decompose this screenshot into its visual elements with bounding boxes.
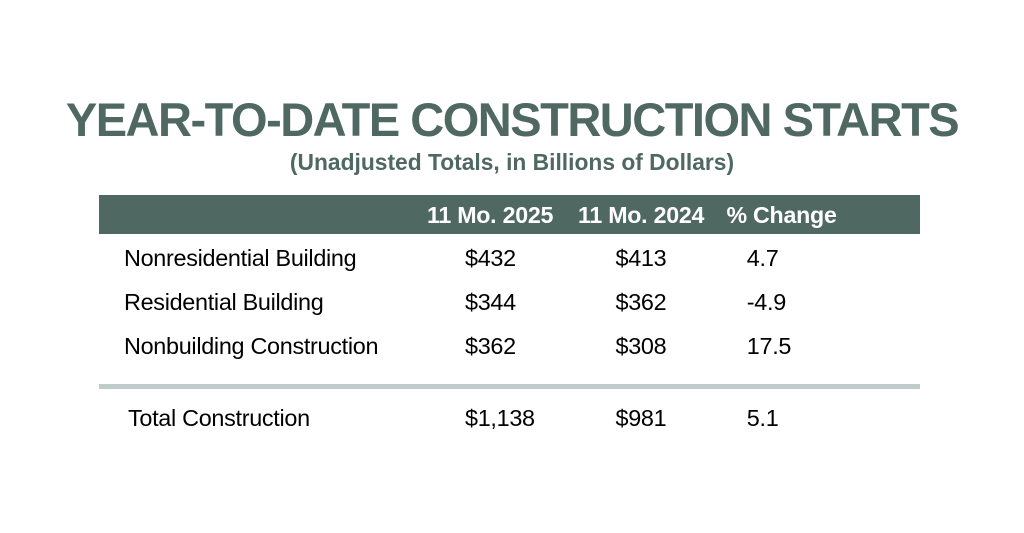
column-header-2024: 11 Mo. 2024 xyxy=(578,201,705,228)
column-header-change: % Change xyxy=(726,201,837,228)
column-header-2025: 11 Mo. 2025 xyxy=(427,201,554,228)
row-label-nonbuilding: Nonbuilding Construction xyxy=(124,333,379,360)
page-subtitle: (Unadjusted Totals, in Billions of Dolla… xyxy=(289,149,735,176)
row-residential-2025: $344 xyxy=(465,289,516,316)
row-nonresidential-change: 4.7 xyxy=(746,245,779,272)
total-separator-rule xyxy=(99,383,920,389)
page-title: YEAR-TO-DATE CONSTRUCTION STARTS xyxy=(65,93,960,147)
row-nonbuilding-2025: $362 xyxy=(465,333,516,360)
row-nonbuilding-change: 17.5 xyxy=(746,333,792,360)
table-header-band xyxy=(99,195,920,234)
total-row-2025: $1,138 xyxy=(465,405,535,432)
total-row-label: Total Construction xyxy=(128,405,310,432)
row-nonresidential-2024: $413 xyxy=(615,245,667,272)
row-nonbuilding-2024: $308 xyxy=(615,333,667,360)
total-row-change: 5.1 xyxy=(746,405,779,432)
row-label-nonresidential: Nonresidential Building xyxy=(124,245,357,272)
total-row-2024: $981 xyxy=(615,405,667,432)
row-label-residential: Residential Building xyxy=(124,289,324,316)
row-residential-2024: $362 xyxy=(615,289,667,316)
row-nonresidential-2025: $432 xyxy=(465,245,516,272)
row-residential-change: -4.9 xyxy=(746,289,786,316)
